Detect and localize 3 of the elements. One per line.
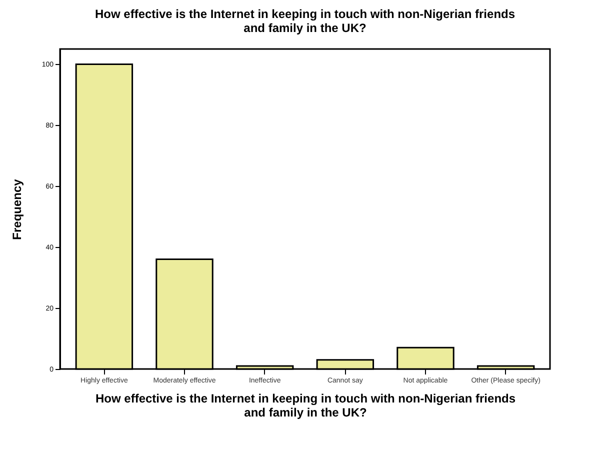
chart-title: How effective is the Internet in keeping in touch with non-Nigerian friends and family in the UK? [94, 7, 516, 35]
y-axis-title: Frequency [10, 178, 24, 240]
x-axis-title: How effective is the Internet in keeping in touch with non-Nigerian friends and family in the UK? [95, 392, 516, 420]
